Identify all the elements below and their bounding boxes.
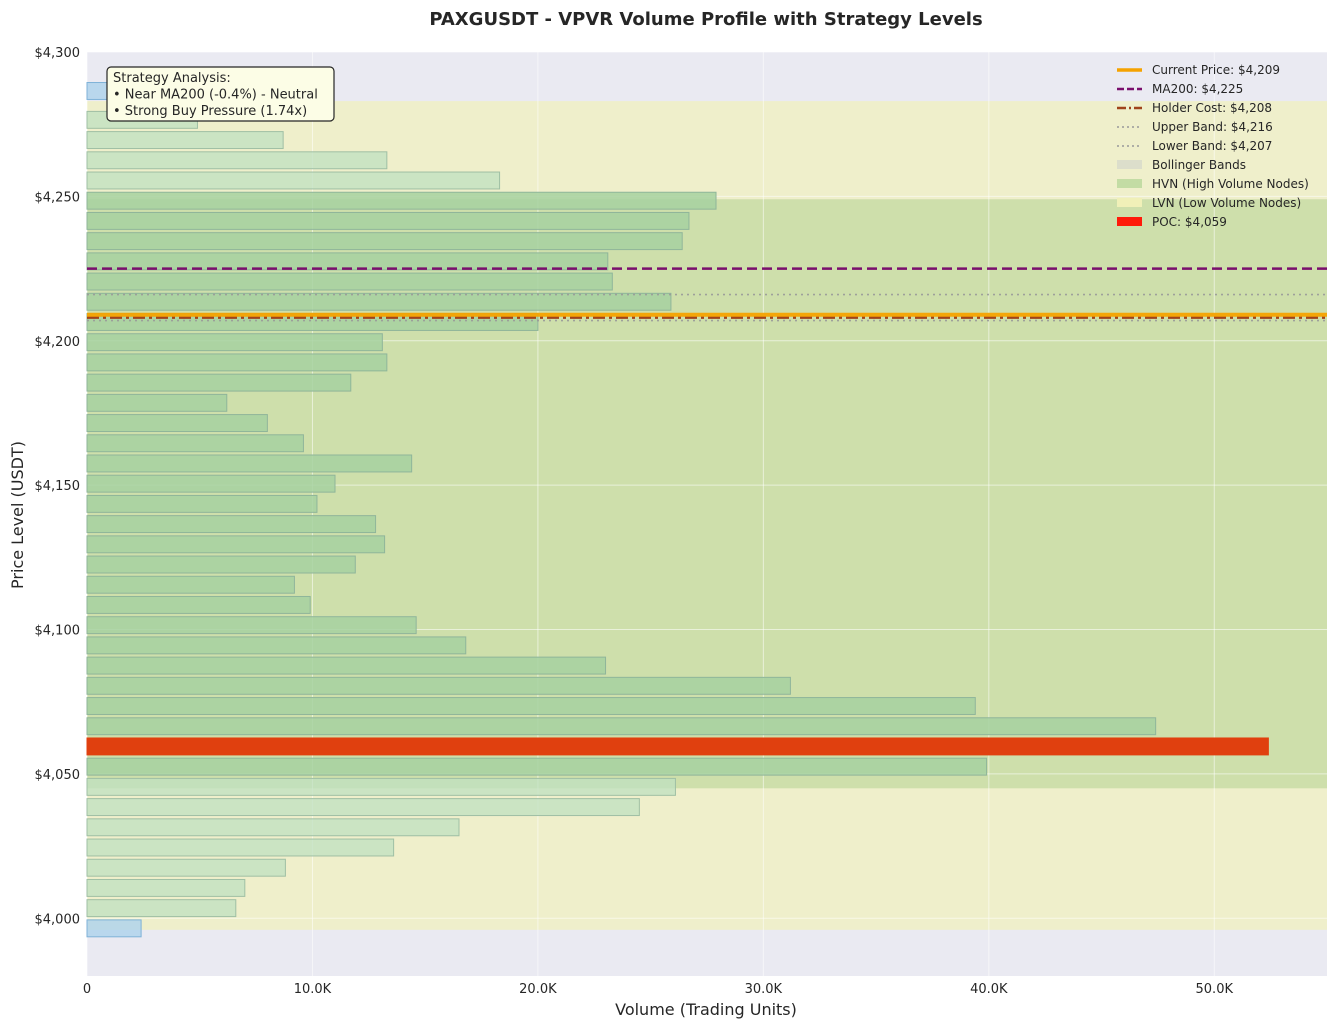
legend-label: Current Price: $4,209 <box>1152 63 1280 77</box>
volume-bar <box>86 535 386 554</box>
volume-bar <box>86 414 268 433</box>
y-axis-ticks: $4,000 $4,050 $4,100 $4,150 $4,200 $4,250 $4,3… <box>35 46 81 927</box>
volume-bar <box>86 252 609 271</box>
volume-bar <box>86 272 613 291</box>
bars-layer <box>86 82 1269 938</box>
volume-bar <box>86 292 672 311</box>
x-tick-label: 30.0K <box>745 982 783 997</box>
volume-bar <box>86 434 304 453</box>
levels-layer <box>87 267 1327 322</box>
y-tick-label: $4,250 <box>35 190 81 205</box>
legend-label: HVN (High Volume Nodes) <box>1152 177 1309 191</box>
legend-swatch <box>1117 198 1142 207</box>
legend-label: Lower Band: $4,207 <box>1152 139 1272 153</box>
y-tick-label: $4,150 <box>35 479 81 494</box>
x-tick-label: 50.0K <box>1196 982 1234 997</box>
y-tick-label: $4,300 <box>35 46 81 61</box>
volume-bar <box>86 454 413 473</box>
legend-label: Bollinger Bands <box>1152 158 1246 172</box>
x-tick-label: 40.0K <box>970 982 1008 997</box>
volume-bar <box>86 494 318 513</box>
x-axis-title: Volume (Trading Units) <box>615 1000 797 1019</box>
annotation-line: Strategy Analysis: <box>113 71 231 86</box>
volume-bar <box>86 818 460 837</box>
volume-bar <box>86 717 1157 736</box>
legend-swatch <box>1117 179 1142 188</box>
legend-label: LVN (Low Volume Nodes) <box>1152 196 1301 210</box>
volume-bar <box>86 333 383 352</box>
volume-bar <box>86 798 640 817</box>
x-axis-ticks: 0 10.0K 20.0K 30.0K 40.0K 50.0K <box>83 982 1234 997</box>
legend: Current Price: $4,209 MA200: $4,225 Holder… <box>1117 63 1309 229</box>
volume-bar <box>86 575 295 594</box>
y-tick-label: $4,200 <box>35 335 81 350</box>
annotation-box <box>106 66 335 122</box>
volume-bar <box>86 858 286 877</box>
legend-label: Upper Band: $4,216 <box>1152 120 1273 134</box>
volume-bar <box>86 777 676 796</box>
volume-bar <box>86 757 988 776</box>
volume-bar <box>86 697 976 715</box>
volume-bar <box>86 82 108 100</box>
x-tick-label: 10.0K <box>294 982 332 997</box>
volume-bar <box>86 919 142 938</box>
y-tick-label: $4,100 <box>35 624 81 639</box>
volume-bar <box>86 555 356 574</box>
y-tick-label: $4,000 <box>35 912 81 927</box>
annotation-line: • Strong Buy Pressure (1.74x) <box>113 104 307 119</box>
volume-bar <box>86 636 467 655</box>
legend-label: MA200: $4,225 <box>1152 82 1243 96</box>
poc-bar <box>86 737 1269 756</box>
x-tick-label: 0 <box>83 982 91 997</box>
volume-bar <box>86 878 246 897</box>
y-axis-title: Price Level (USDT) <box>8 441 27 589</box>
volume-bar <box>86 515 377 534</box>
y-tick-label: $4,050 <box>35 768 81 783</box>
volume-bar <box>86 595 311 614</box>
volume-bar <box>86 393 228 412</box>
volume-bar <box>86 191 717 210</box>
volume-bar <box>86 353 388 372</box>
volume-bar <box>86 171 501 190</box>
volume-bar <box>86 838 395 857</box>
volume-bar <box>86 373 352 392</box>
volume-bar <box>86 232 683 251</box>
volume-bar <box>86 656 607 675</box>
annotation-line: • Near MA200 (-0.4%) - Neutral <box>113 88 318 103</box>
legend-swatch <box>1117 160 1142 169</box>
volume-bar <box>86 131 284 150</box>
chart-title: PAXGUSDT - VPVR Volume Profile with Stra… <box>429 9 982 30</box>
legend-swatch <box>1117 217 1142 226</box>
volume-bar <box>86 616 417 635</box>
volume-bar <box>86 211 690 230</box>
volume-bar <box>86 151 388 170</box>
volume-bar <box>86 474 336 493</box>
volume-bar <box>86 899 237 918</box>
legend-label: POC: $4,059 <box>1152 215 1227 229</box>
legend-label: Holder Cost: $4,208 <box>1152 101 1272 115</box>
volume-bar <box>86 676 791 695</box>
x-tick-label: 20.0K <box>519 982 557 997</box>
strategy-annotation: Strategy Analysis: • Near MA200 (-0.4%) -… <box>106 66 335 122</box>
